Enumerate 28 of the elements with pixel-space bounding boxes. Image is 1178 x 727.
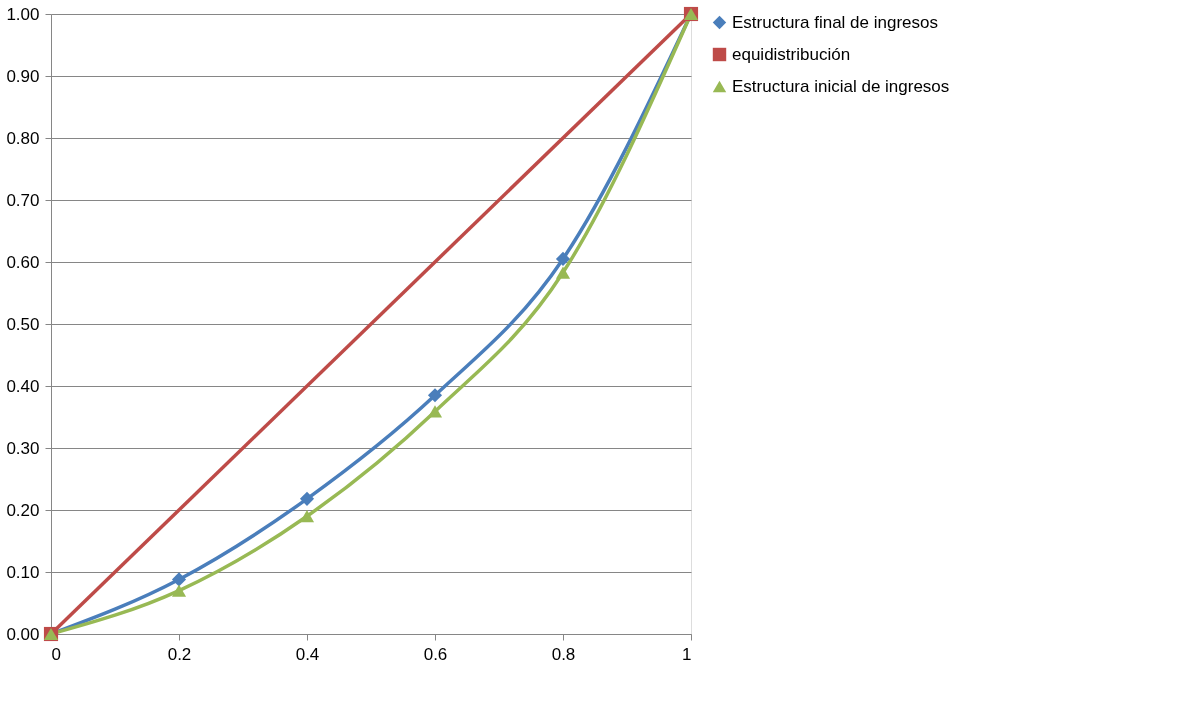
point — [299, 491, 315, 506]
x-tick-label: 0.4 — [295, 644, 320, 664]
point — [427, 405, 443, 418]
x-tick-label: 0.8 — [551, 644, 576, 664]
y-tick-label: 0.00 — [6, 624, 40, 644]
legend-label: equidistribución — [732, 44, 851, 64]
legend-label: Estructura inicial de ingresos — [732, 76, 950, 96]
point — [299, 510, 315, 523]
y-tick-label: 0.20 — [6, 500, 40, 520]
y-tick-label: 0.10 — [6, 562, 40, 582]
point — [171, 572, 187, 587]
point — [171, 584, 187, 597]
y-tick-label: 0.80 — [6, 128, 40, 148]
y-tick-label: 0.30 — [6, 438, 40, 458]
point — [427, 388, 443, 403]
y-tick-label: 0.90 — [6, 66, 40, 86]
y-tick-label: 0.50 — [6, 314, 40, 334]
x-tick-label: 1 — [682, 644, 692, 664]
y-tick-label: 1.00 — [6, 4, 40, 24]
y-tick-label: 0.40 — [6, 376, 40, 396]
legend-label: Estructura final de ingresos — [732, 12, 938, 32]
x-tick-label: 0 — [51, 644, 61, 664]
point — [555, 266, 571, 279]
point — [555, 251, 571, 266]
x-tick-label: 0.6 — [423, 644, 448, 664]
y-tick-label: 0.60 — [6, 252, 40, 272]
y-tick-label: 0.70 — [6, 190, 40, 210]
x-tick-label: 0.2 — [167, 644, 192, 664]
